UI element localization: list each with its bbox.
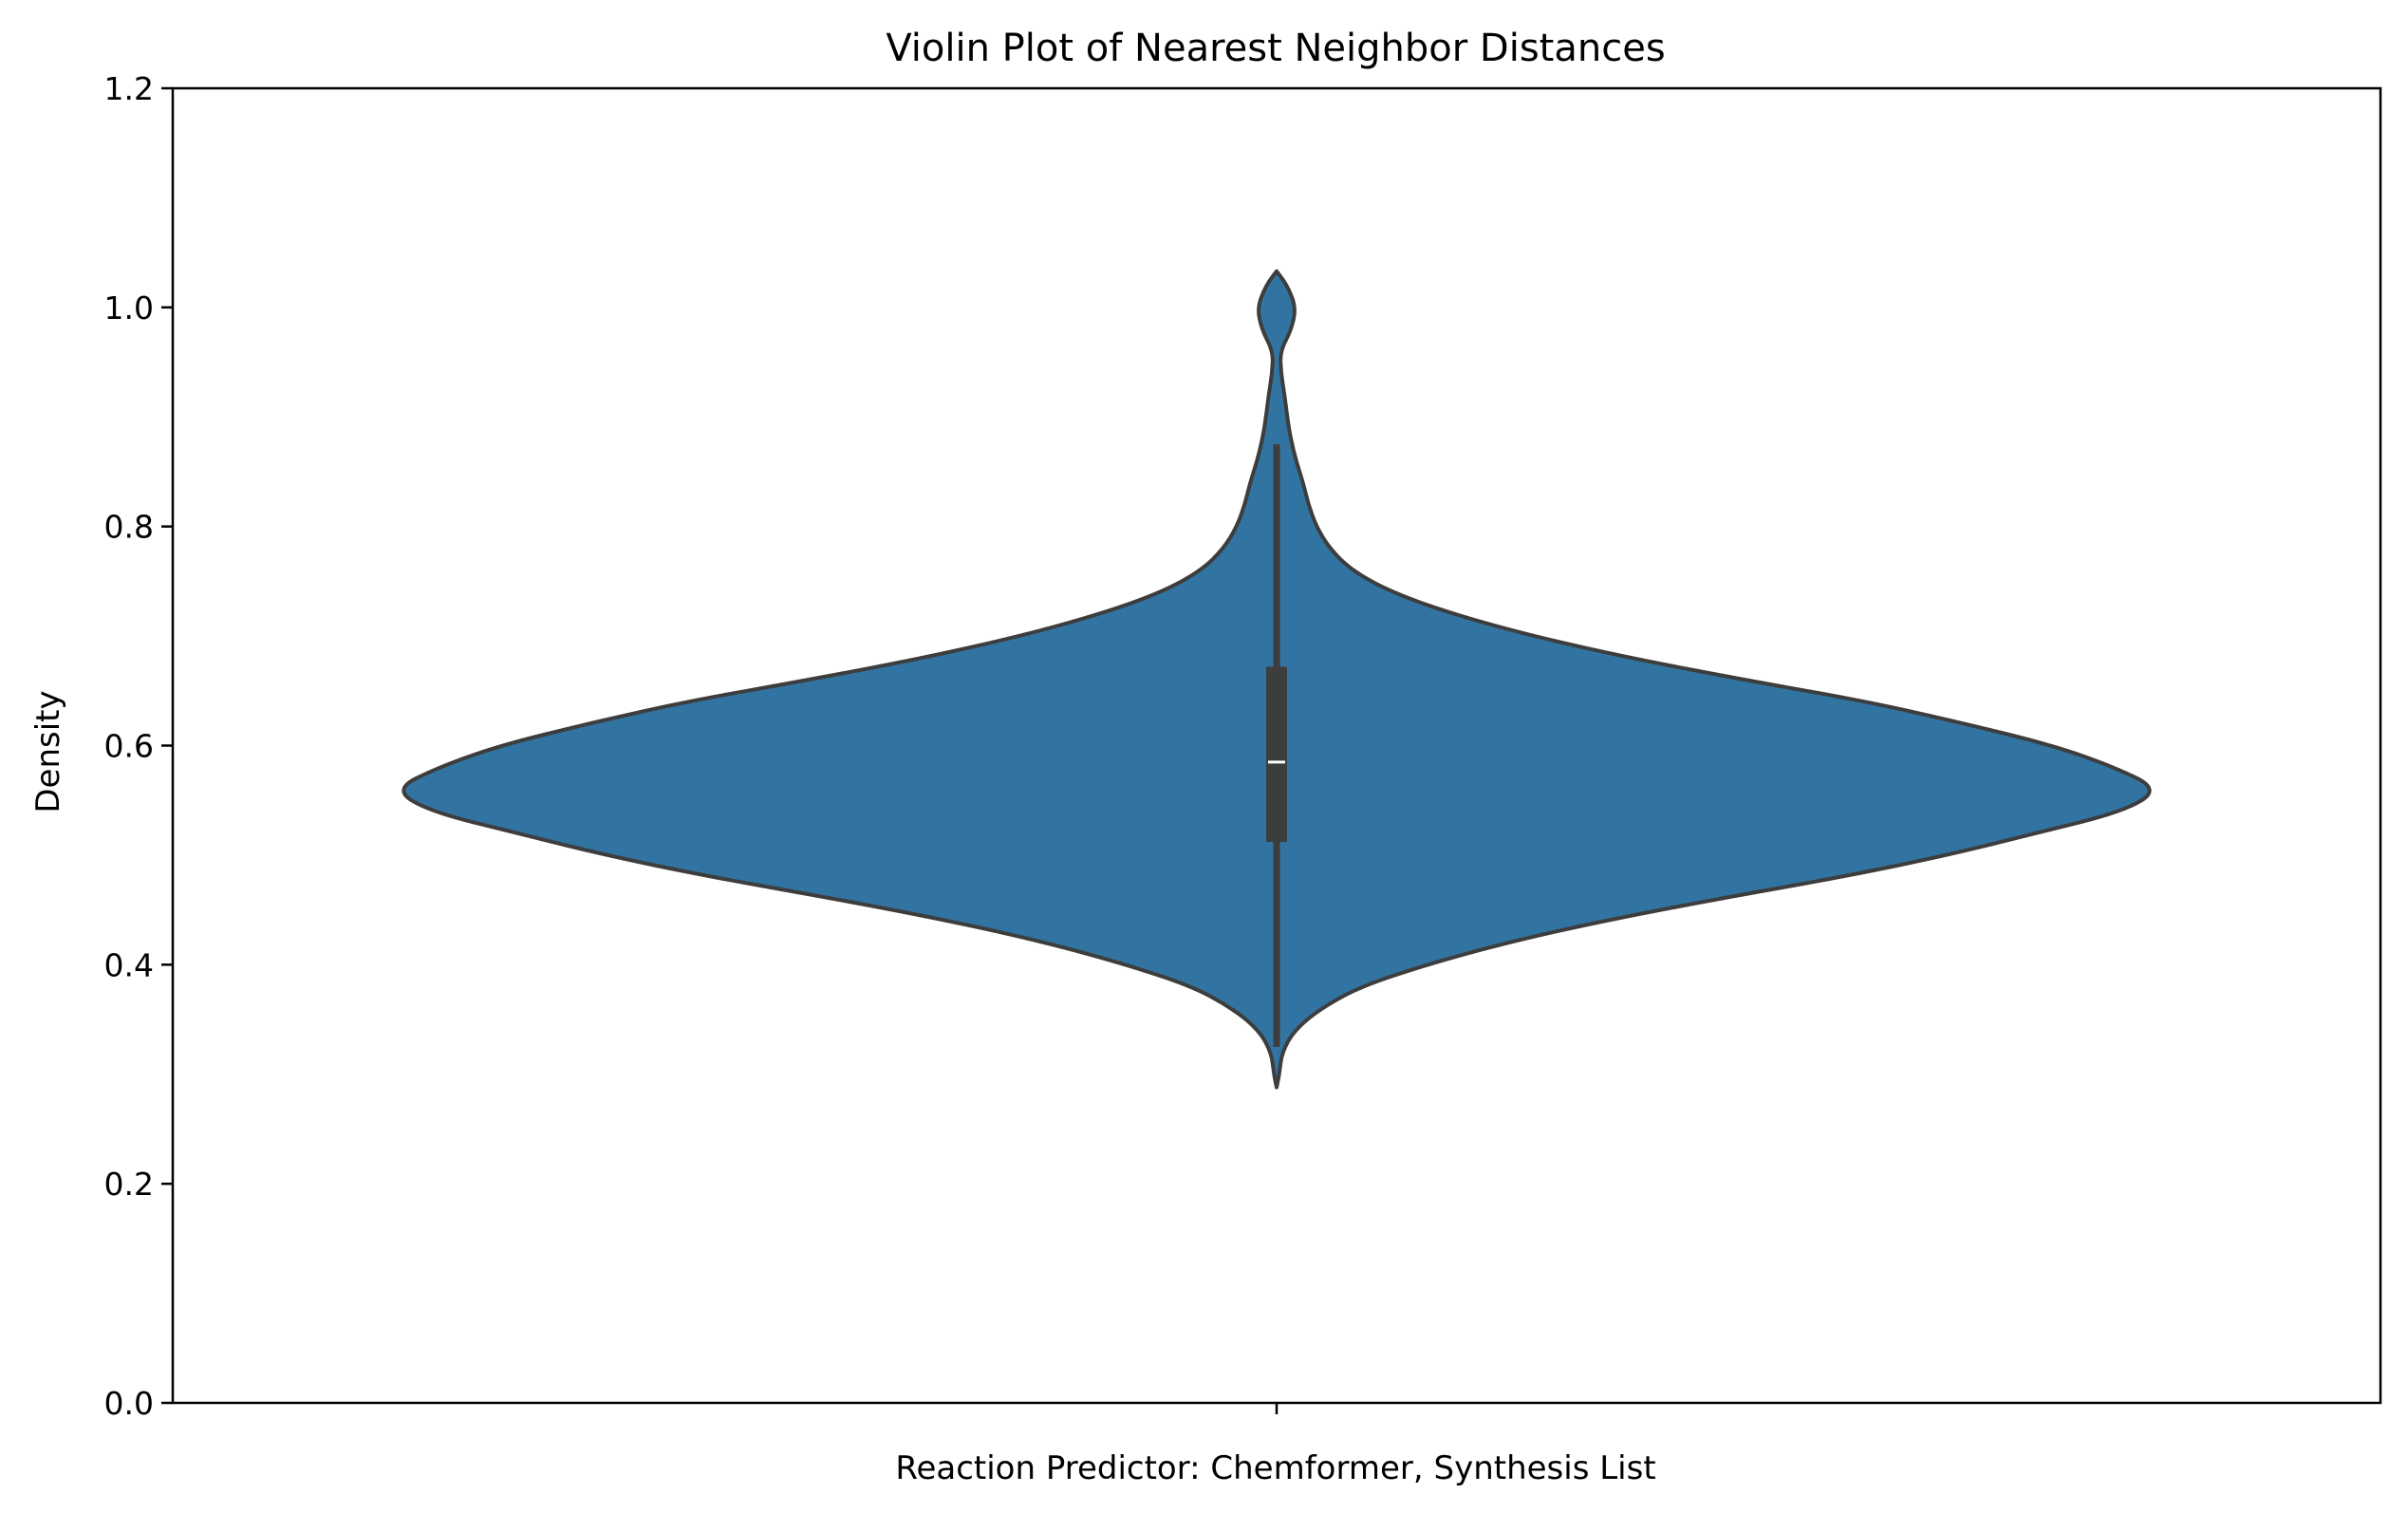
- x-tick-label: Reaction Predictor: Chemformer, Synthesi…: [895, 1449, 1655, 1487]
- chart-title: Violin Plot of Nearest Neighbor Distance…: [886, 27, 1665, 70]
- y-tick-label: 0.0: [104, 1385, 154, 1422]
- iqr-box: [1266, 666, 1287, 843]
- y-tick-label: 0.6: [104, 728, 154, 765]
- y-tick-label: 0.4: [104, 946, 154, 983]
- y-tick-label: 0.8: [104, 509, 154, 546]
- y-tick-label: 1.2: [104, 70, 154, 107]
- plot-area: 0.0 0.2 0.4 0.6 0.8 1.0 1.2: [104, 70, 2382, 1422]
- y-tick-label: 1.0: [104, 290, 154, 327]
- y-axis-label: Density: [29, 690, 67, 813]
- y-tick-label: 0.2: [104, 1166, 154, 1203]
